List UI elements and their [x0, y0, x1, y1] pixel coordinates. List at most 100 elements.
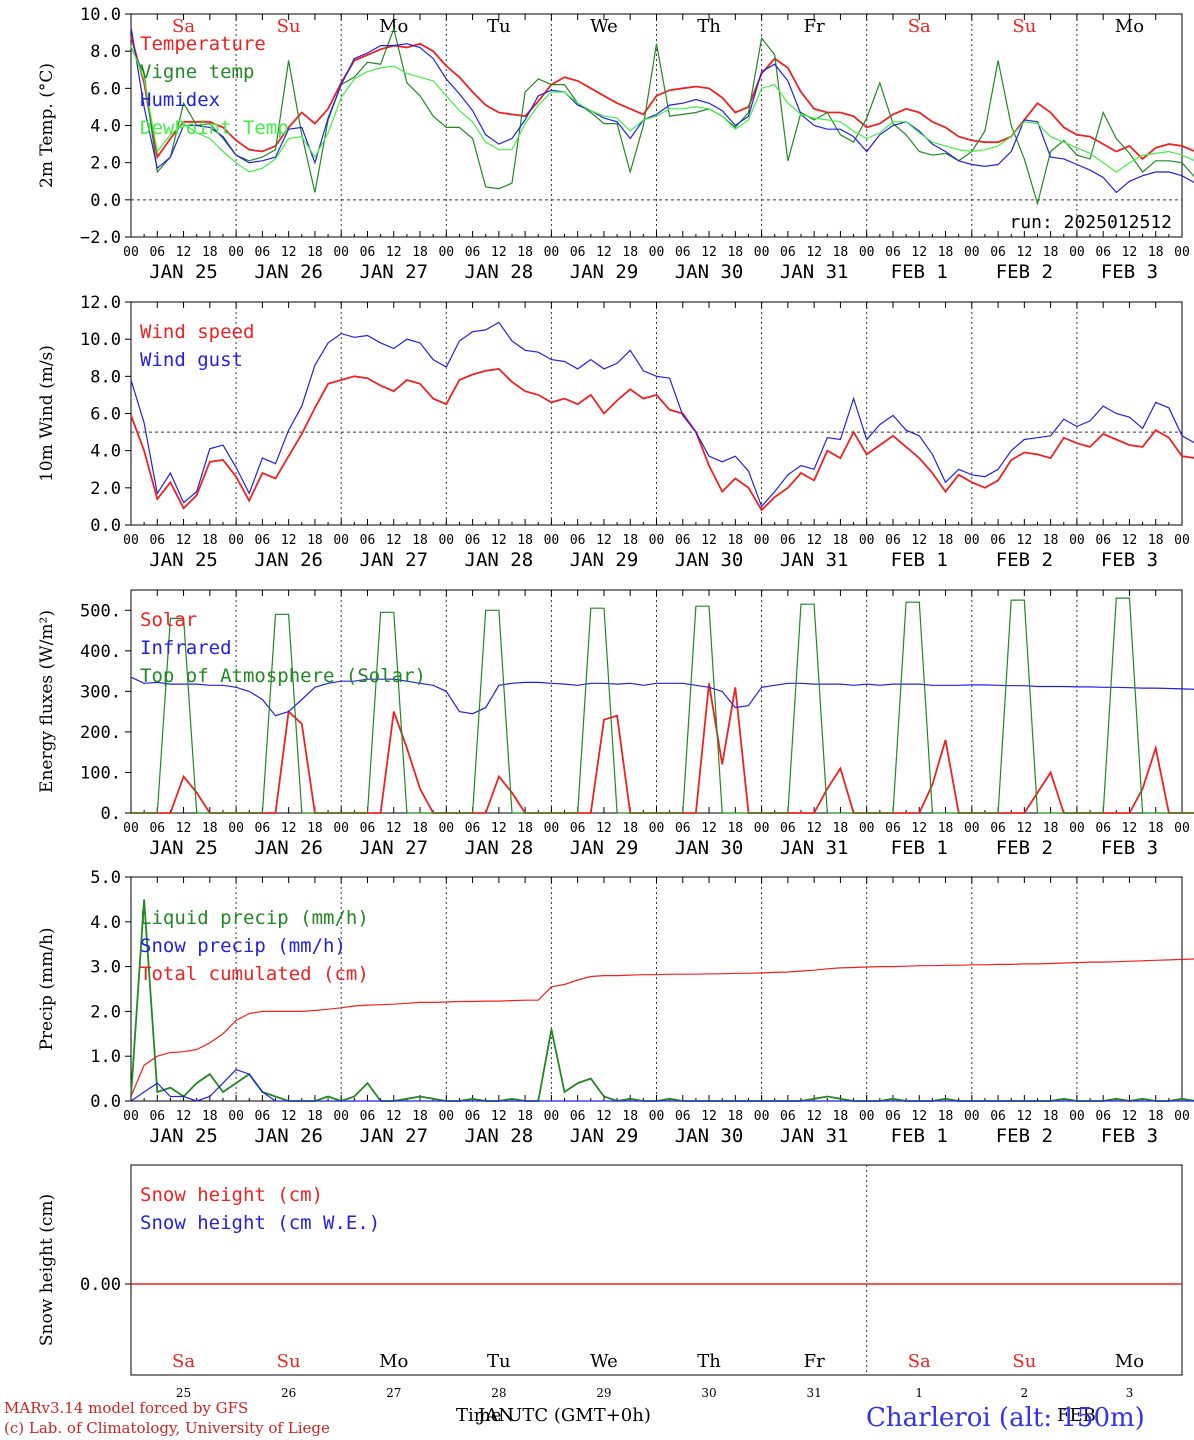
energy-xtick-label: 00 [964, 821, 980, 836]
precip-xtick-label: 18 [622, 1109, 638, 1124]
precip-ylabel: Precip (mm/h) [37, 927, 57, 1050]
precip-legend-entry: Total cumulated (cm) [140, 963, 369, 985]
temperature-day-label: JAN 26 [254, 261, 323, 283]
temperature-xtick-label: 06 [465, 245, 481, 260]
wind-xtick-label: 18 [1043, 533, 1059, 548]
footer-month-overlap-label: JAN [478, 1405, 514, 1426]
precip-xtick-label: 00 [544, 1109, 560, 1124]
energy-xtick-label: 18 [412, 821, 428, 836]
energy-xtick-label: 12 [911, 821, 927, 836]
snow-ylabel: Snow height (cm) [37, 1194, 57, 1346]
temperature-xtick-label: 18 [833, 245, 849, 260]
wind-xtick-label: 00 [754, 533, 770, 548]
temperature-day-label: JAN 30 [675, 261, 744, 283]
temperature-xtick-label: 00 [1174, 245, 1190, 260]
temperature-legend-entry: Humidex [140, 89, 220, 111]
wind-series-1 [130, 321, 1194, 508]
footer-copyright: (c) Lab. of Climatology, University of L… [4, 1419, 330, 1437]
energy-xtick-label: 18 [833, 821, 849, 836]
precip-xtick-label: 12 [701, 1109, 717, 1124]
energy-xtick-label: 06 [675, 821, 691, 836]
temperature-xtick-label: 00 [333, 245, 349, 260]
energy-xtick-label: 00 [438, 821, 454, 836]
temperature-ytick-label: 6.0 [90, 79, 121, 99]
precip-day-label: JAN 25 [149, 1125, 218, 1147]
wind-xtick-label: 18 [1148, 533, 1164, 548]
energy-xtick-label: 18 [1148, 821, 1164, 836]
precip-xtick-label: 00 [859, 1109, 875, 1124]
precip-xtick-label: 06 [780, 1109, 796, 1124]
wind-xtick-label: 00 [123, 533, 139, 548]
temperature-series-2 [130, 26, 1194, 194]
footer-model-credit: MARv3.14 model forced by GFS [4, 1399, 249, 1417]
snow-day-number: 30 [701, 1386, 716, 1400]
temperature-ytick-label: 8.0 [90, 42, 121, 62]
temperature-xtick-label: 06 [780, 245, 796, 260]
wind-day-label: JAN 27 [359, 549, 428, 571]
temperature-xtick-label: 06 [885, 245, 901, 260]
snow-day-number: 3 [1126, 1386, 1134, 1400]
precip-xtick-label: 18 [833, 1109, 849, 1124]
wind-ytick-label: 2.0 [90, 479, 121, 499]
wind-xtick-label: 06 [570, 533, 586, 548]
wind-day-label: FEB 3 [1101, 549, 1158, 571]
temperature-day-label: JAN 25 [149, 261, 218, 283]
energy-xtick-label: 12 [806, 821, 822, 836]
wind-ylabel: 10m Wind (m/s) [37, 345, 57, 482]
energy-series-1 [130, 676, 1194, 717]
temperature-weekday-label: Mo [1115, 16, 1144, 37]
precip-ytick-label: 5.0 [90, 868, 121, 888]
temperature-run-annotation: run: 2025012512 [1009, 212, 1172, 233]
energy-ytick-label: 400. [80, 642, 121, 662]
energy-xtick-label: 06 [885, 821, 901, 836]
precip-xtick-label: 18 [938, 1109, 954, 1124]
precip-ytick-label: 3.0 [90, 958, 121, 978]
temperature-ylabel: 2m Temp. (°C) [37, 63, 57, 188]
precip-ytick-label: 1.0 [90, 1047, 121, 1067]
wind-xtick-label: 00 [1174, 533, 1190, 548]
wind-day-label: JAN 29 [570, 549, 639, 571]
wind-ytick-label: 12.0 [80, 293, 121, 313]
precip-xtick-label: 12 [176, 1109, 192, 1124]
wind-xtick-label: 06 [990, 533, 1006, 548]
snow-day-number: 2 [1021, 1386, 1029, 1400]
energy-xtick-label: 06 [360, 821, 376, 836]
precip-xtick-label: 00 [228, 1109, 244, 1124]
precip-xtick-label: 12 [806, 1109, 822, 1124]
precip-xtick-label: 12 [491, 1109, 507, 1124]
snow-day-number: 28 [491, 1386, 506, 1400]
precip-day-label: JAN 26 [254, 1125, 323, 1147]
precip-xtick-label: 18 [727, 1109, 743, 1124]
energy-xtick-label: 00 [859, 821, 875, 836]
energy-xtick-label: 12 [281, 821, 297, 836]
energy-ytick-label: 300. [80, 682, 121, 702]
precip-series-2 [130, 958, 1194, 1097]
snow-day-number: 26 [281, 1386, 296, 1400]
temperature-weekday-label: Su [1012, 16, 1036, 37]
snow-weekday-label: Th [697, 1351, 721, 1372]
wind-xtick-label: 00 [1069, 533, 1085, 548]
energy-day-label: JAN 30 [675, 837, 744, 859]
precip-xtick-label: 06 [149, 1109, 165, 1124]
wind-xtick-label: 12 [701, 533, 717, 548]
snow-weekday-label: Sa [908, 1351, 931, 1372]
temperature-legend-entry: Vigne temp [140, 61, 254, 83]
temperature-series-3 [130, 45, 1194, 173]
wind-xtick-label: 12 [176, 533, 192, 548]
temperature-weekday-label: Sa [908, 16, 931, 37]
temperature-xtick-label: 12 [1017, 245, 1033, 260]
precip-day-label: JAN 27 [359, 1125, 428, 1147]
temperature-xtick-label: 06 [1095, 245, 1111, 260]
precip-xtick-label: 00 [649, 1109, 665, 1124]
snow-weekday-label: Mo [379, 1351, 408, 1372]
temperature-xtick-label: 00 [438, 245, 454, 260]
snow-frame [130, 1164, 1183, 1376]
energy-ytick-label: 500. [80, 601, 121, 621]
temperature-xtick-label: 06 [255, 245, 271, 260]
temperature-xtick-label: 12 [1122, 245, 1138, 260]
wind-xtick-label: 00 [333, 533, 349, 548]
wind-xtick-label: 12 [491, 533, 507, 548]
wind-xtick-label: 18 [727, 533, 743, 548]
snow-day-number: 27 [386, 1386, 401, 1400]
